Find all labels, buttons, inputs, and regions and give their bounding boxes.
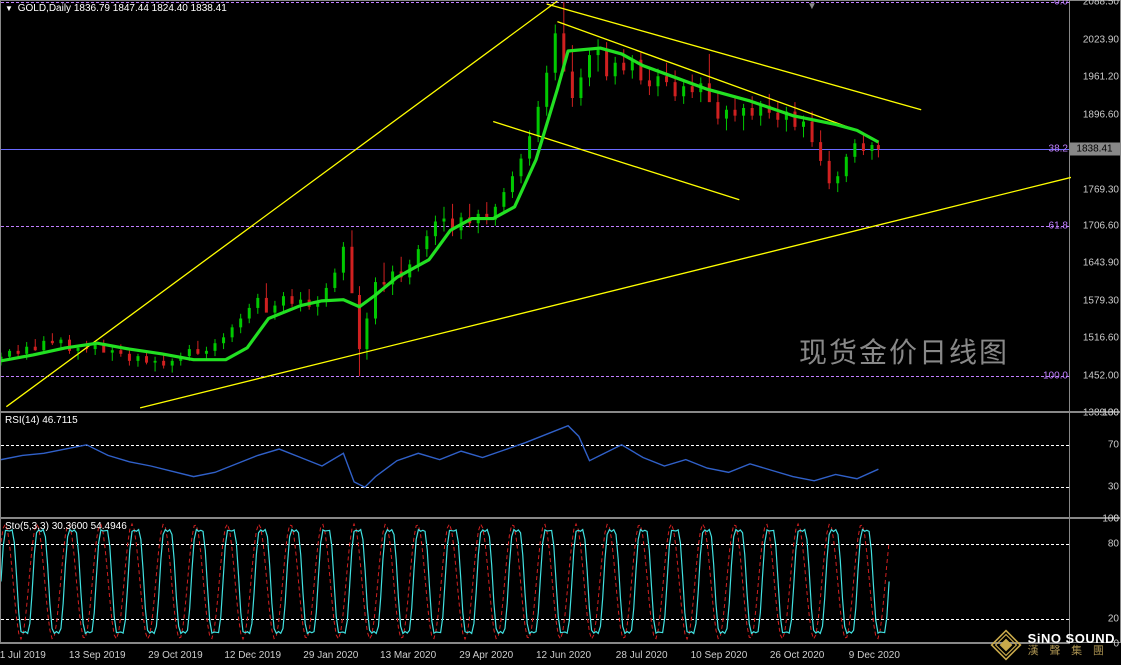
x-axis-label: 29 Oct 2019 bbox=[148, 650, 202, 661]
main-plot-area[interactable]: 现货金价日线图 0.038.261.8100.02088.502023.9019… bbox=[1, 1, 1069, 411]
x-axis-label: 28 Jul 2020 bbox=[616, 650, 668, 661]
sto-y-axis bbox=[1069, 519, 1120, 642]
logo-text-en: SiNO SOUND bbox=[1028, 632, 1115, 646]
x-axis-label: 13 Sep 2019 bbox=[69, 650, 126, 661]
fib-level-label: 38.2 bbox=[1049, 143, 1070, 154]
x-axis-label: 12 Jun 2020 bbox=[536, 650, 591, 661]
sto-title: Sto(5,3,3) 30.3600 54.4946 bbox=[5, 521, 127, 532]
x-axis-label: 10 Sep 2020 bbox=[691, 650, 748, 661]
rsi-title: RSI(14) 46.7115 bbox=[5, 415, 78, 426]
time-axis: 31 Jul 2019 13 Sep 2019 29 Oct 2019 12 Dec … bbox=[0, 643, 1070, 665]
brand-logo: SiNO SOUND 漢 聲 集 團 bbox=[984, 625, 1121, 665]
sto-plot-area[interactable]: 10080200 bbox=[1, 519, 1069, 642]
main-price-chart[interactable]: ▼ GOLD,Daily 1836.79 1847.44 1824.40 183… bbox=[0, 0, 1121, 412]
logo-diamond-icon bbox=[990, 629, 1022, 661]
rsi-y-axis bbox=[1069, 413, 1120, 517]
dropdown-icon: ▼ bbox=[5, 4, 13, 13]
fib-level-label: 61.8 bbox=[1049, 221, 1070, 232]
x-axis-label: 13 Mar 2020 bbox=[380, 650, 436, 661]
watermark-text: 现货金价日线图 bbox=[799, 331, 1009, 371]
main-y-axis bbox=[1069, 1, 1120, 411]
current-price-tag: 1838.41 bbox=[1069, 142, 1120, 155]
x-axis-label: 29 Jan 2020 bbox=[303, 650, 358, 661]
instrument-label: GOLD,Daily 1836.79 1847.44 1824.40 1838.… bbox=[18, 3, 227, 14]
stochastic-chart[interactable]: Sto(5,3,3) 30.3600 54.4946 10080200 bbox=[0, 518, 1121, 643]
x-axis-label: 29 Apr 2020 bbox=[459, 650, 513, 661]
rsi-plot-area[interactable]: 10070300 bbox=[1, 413, 1069, 517]
top-marker-icon: ▼ bbox=[807, 1, 817, 12]
main-chart-title: ▼ GOLD,Daily 1836.79 1847.44 1824.40 183… bbox=[5, 3, 227, 14]
fib-level-label: 0.0 bbox=[1054, 0, 1070, 7]
logo-text-cn: 漢 聲 集 團 bbox=[1028, 646, 1115, 658]
x-axis-label: 9 Dec 2020 bbox=[849, 650, 900, 661]
fib-level-label: 100.0 bbox=[1043, 371, 1070, 382]
x-axis-label: 12 Dec 2019 bbox=[224, 650, 281, 661]
rsi-chart[interactable]: RSI(14) 46.7115 10070300 bbox=[0, 412, 1121, 518]
x-axis-label: 26 Oct 2020 bbox=[770, 650, 824, 661]
x-axis-label: 31 Jul 2019 bbox=[0, 650, 46, 661]
